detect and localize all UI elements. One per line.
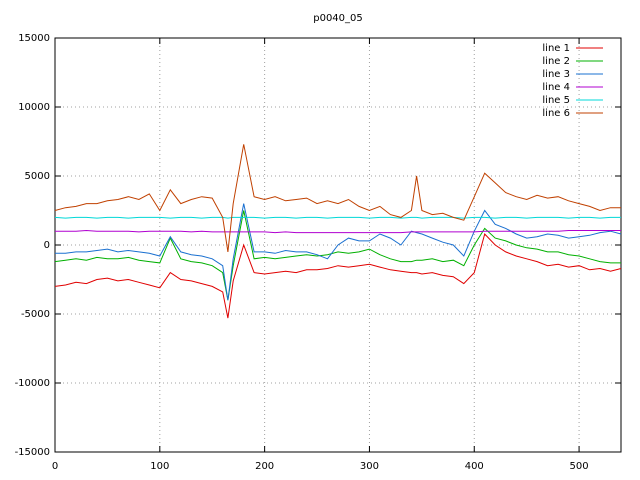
y-tick-label: -10000 — [15, 378, 50, 389]
data-line — [54, 216, 621, 219]
legend-label: line 6 — [542, 108, 570, 119]
x-tick-label: 0 — [52, 461, 58, 472]
x-tick-label: 300 — [360, 461, 379, 472]
y-tick-label: 10000 — [18, 102, 50, 113]
chart-title: p0040_05 — [313, 13, 363, 24]
legend-label: line 3 — [542, 69, 570, 80]
x-tick-label: 100 — [150, 461, 169, 472]
data-line — [55, 203, 622, 301]
y-tick-label: -15000 — [15, 447, 50, 458]
data-line — [54, 210, 621, 301]
y-tick-label: 0 — [44, 240, 50, 251]
y-tick-label: 5000 — [25, 171, 50, 182]
x-tick-label: 200 — [255, 461, 274, 472]
y-tick-label: 15000 — [18, 33, 50, 44]
data-line — [54, 233, 622, 319]
plot-frame — [54, 37, 622, 453]
y-tick-label: -5000 — [21, 309, 50, 320]
data-line — [54, 144, 621, 252]
legend-label: line 1 — [542, 43, 570, 54]
x-tick-label: 500 — [570, 461, 589, 472]
x-tick-label: 400 — [465, 461, 484, 472]
legend-label: line 2 — [542, 56, 570, 67]
legend-label: line 4 — [542, 82, 570, 93]
legend-label: line 5 — [542, 95, 570, 106]
data-line — [55, 229, 621, 234]
